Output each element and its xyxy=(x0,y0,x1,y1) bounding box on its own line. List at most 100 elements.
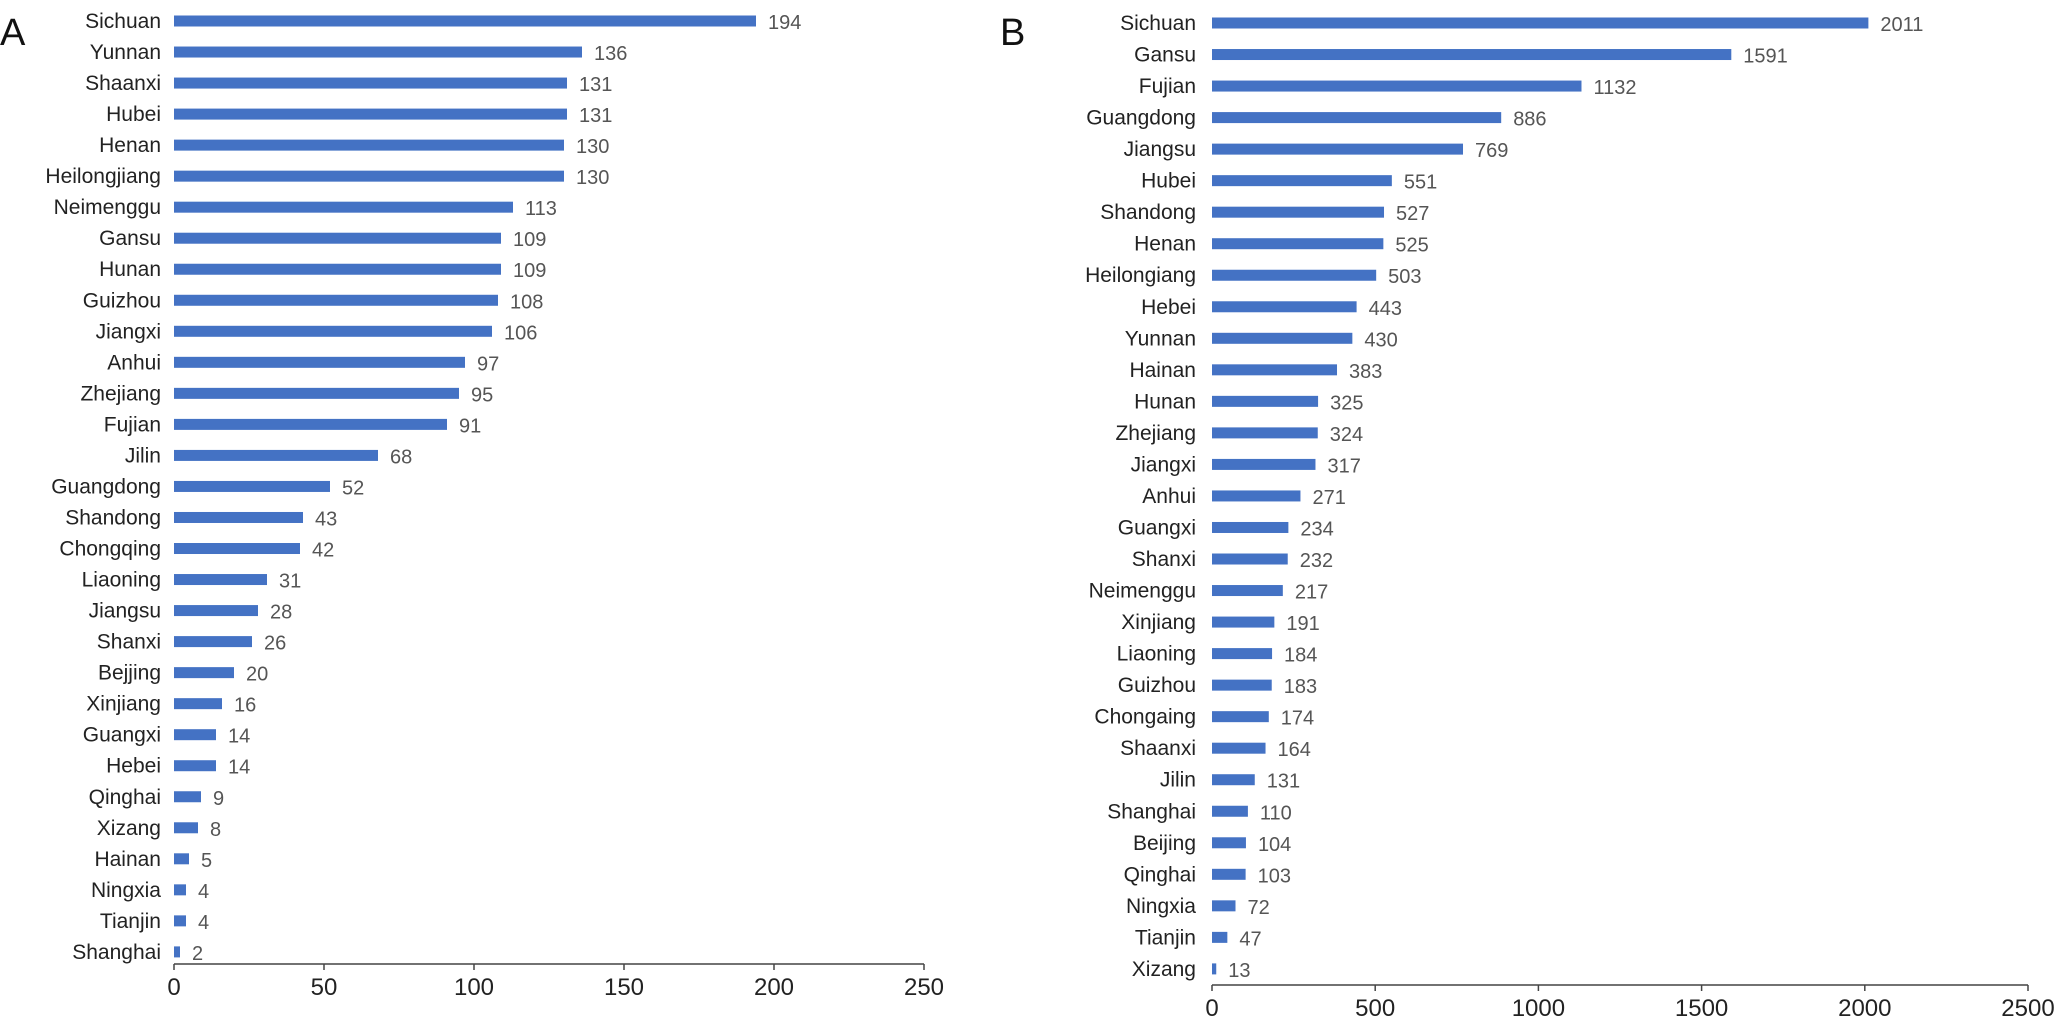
panel-a-bar xyxy=(174,698,222,710)
panel-a-value-label: 8 xyxy=(210,819,221,841)
panel-a-x-tick-label: 50 xyxy=(311,974,338,1001)
panel-b-bar xyxy=(1212,679,1272,691)
panel-a-category-label: Ningxia xyxy=(91,879,161,902)
panel-a-bar xyxy=(174,387,459,399)
panel-a-value-label: 42 xyxy=(312,540,334,562)
panel-b-x-tick-label: 1500 xyxy=(1675,995,1728,1022)
panel-a-value-label: 14 xyxy=(228,757,250,779)
panel-b-category-label: Hebei xyxy=(1141,296,1196,319)
panel-a-value-label: 95 xyxy=(471,384,493,406)
panel-a-value-label: 9 xyxy=(213,788,224,810)
panel-b-category-label: Jiangsu xyxy=(1124,138,1196,161)
panel-a-x-tick-label: 250 xyxy=(904,974,944,1001)
panel-b-value-label: 174 xyxy=(1281,708,1314,730)
panel-a-category-label: Hebei xyxy=(106,755,161,778)
panel-b-bar xyxy=(1212,585,1283,597)
panel-a-category-label: Fujian xyxy=(104,413,161,436)
panel-b-value-label: 217 xyxy=(1295,582,1328,604)
panel-a-category-label: Hunan xyxy=(99,258,161,281)
panel-b-category-label: Jiangxi xyxy=(1131,453,1196,476)
panel-a-bar xyxy=(174,77,567,89)
panel-b-category-label: Guizhou xyxy=(1118,674,1196,697)
panel-a-category-label: Shaanxi xyxy=(85,72,161,95)
panel-b-value-label: 234 xyxy=(1300,518,1333,540)
panel-b-category-label: Gansu xyxy=(1134,44,1196,67)
panel-b-value-label: 183 xyxy=(1284,676,1317,698)
panel-a-value-label: 109 xyxy=(513,260,546,282)
panel-b-bar xyxy=(1212,648,1273,660)
panel-b-bar xyxy=(1212,458,1316,470)
panel-b-bar xyxy=(1212,49,1732,61)
panel-b-value-label: 430 xyxy=(1364,329,1397,351)
panel-a-value-label: 20 xyxy=(246,664,268,686)
panel-b-category-label: Xizang xyxy=(1132,958,1196,981)
panel-b-value-label: 769 xyxy=(1475,140,1508,162)
panel-a-value-label: 68 xyxy=(390,446,412,468)
panel-b-value-label: 527 xyxy=(1396,203,1429,225)
panel-a-value-label: 31 xyxy=(279,571,301,593)
panel-a-value-label: 108 xyxy=(510,291,543,313)
panel-b-bar xyxy=(1212,931,1228,943)
panel-b-category-label: Heilongiang xyxy=(1085,264,1196,287)
panel-a-category-label: Guizhou xyxy=(83,289,161,312)
panel-b-category-label: Zhejiang xyxy=(1115,422,1196,445)
panel-a-value-label: 130 xyxy=(576,136,609,158)
panel-a-category-label: Liaoning xyxy=(82,569,161,592)
panel-b-x-tick-label: 500 xyxy=(1355,995,1395,1022)
panel-a-value-label: 91 xyxy=(459,415,481,437)
panel-b-bar xyxy=(1212,332,1353,344)
panel-a-bar xyxy=(174,170,564,182)
panel-b-bar xyxy=(1212,238,1384,250)
panel-b-value-label: 103 xyxy=(1258,865,1291,887)
panel-b-letter: B xyxy=(1000,12,1025,54)
panel-a-value-label: 113 xyxy=(525,198,557,220)
panel-a-category-label: Zhejiang xyxy=(80,382,161,405)
panel-b-value-label: 551 xyxy=(1404,172,1437,194)
panel-b-bars: Sichuan 2011 Gansu 1591 Fujian 1132 Guangdong 8… xyxy=(1085,12,2055,1022)
panel-a-value-label: 136 xyxy=(594,43,627,65)
panel-b-value-label: 503 xyxy=(1388,266,1421,288)
panel-b-bar xyxy=(1212,616,1275,628)
panel-b-value-label: 232 xyxy=(1300,550,1333,572)
panel-b-bar xyxy=(1212,269,1377,281)
panel-b-value-label: 191 xyxy=(1286,613,1319,635)
panel-b-category-label: Xinjiang xyxy=(1121,611,1196,634)
panel-b-bar xyxy=(1212,427,1318,439)
panel-b-value-label: 1132 xyxy=(1593,77,1636,99)
panel-a-bar xyxy=(174,791,201,803)
panel-a-category-label: Bejjing xyxy=(98,662,161,685)
panel-b-x-tick-label: 1000 xyxy=(1512,995,1565,1022)
panel-b-category-label: Hubei xyxy=(1141,170,1196,193)
panel-a-category-label: Gansu xyxy=(99,227,161,250)
panel-b-value-label: 271 xyxy=(1312,487,1345,509)
panel-b-x-tick-label: 2500 xyxy=(2001,995,2054,1022)
panel-b-bar xyxy=(1212,805,1248,817)
panel-a-category-label: Tianjin xyxy=(100,910,161,933)
panel-a-letter: A xyxy=(0,12,26,54)
panel-b-value-label: 383 xyxy=(1349,361,1382,383)
panel-a-bar xyxy=(174,108,567,120)
panel-b-category-label: Beijing xyxy=(1133,832,1196,855)
panel-a-value-label: 109 xyxy=(513,229,546,251)
panel-b-value-label: 1591 xyxy=(1743,46,1788,68)
panel-a-bar xyxy=(174,356,465,368)
panel-a-bars: Sichuan 194 Yunnan 136 Shaanxi 131 Hubei 131 Hen… xyxy=(45,10,944,1001)
panel-a-bar xyxy=(174,325,492,337)
panel-b-bar xyxy=(1212,521,1289,533)
panel-a-value-label: 4 xyxy=(198,912,209,934)
panel-b-value-label: 104 xyxy=(1258,834,1291,856)
panel-b-bar xyxy=(1212,206,1385,218)
panel-a-value-label: 28 xyxy=(270,602,292,624)
panel-a: A Sichuan 194 Yunnan 136 Shaanxi 131 Hubei 131 H… xyxy=(0,10,944,1001)
panel-b-category-label: Shanxi xyxy=(1132,548,1196,571)
panel-a-category-label: Heilongjiang xyxy=(45,165,161,188)
panel-b-category-label: Henan xyxy=(1134,233,1196,256)
panel-b-bar xyxy=(1212,143,1464,155)
panel-a-category-label: Sichuan xyxy=(85,10,161,33)
panel-a-value-label: 5 xyxy=(201,850,212,872)
panel-a-bar xyxy=(174,201,513,213)
panel-b-value-label: 72 xyxy=(1248,897,1270,919)
panel-a-bar xyxy=(174,667,234,679)
panel-a-bar xyxy=(174,511,303,523)
